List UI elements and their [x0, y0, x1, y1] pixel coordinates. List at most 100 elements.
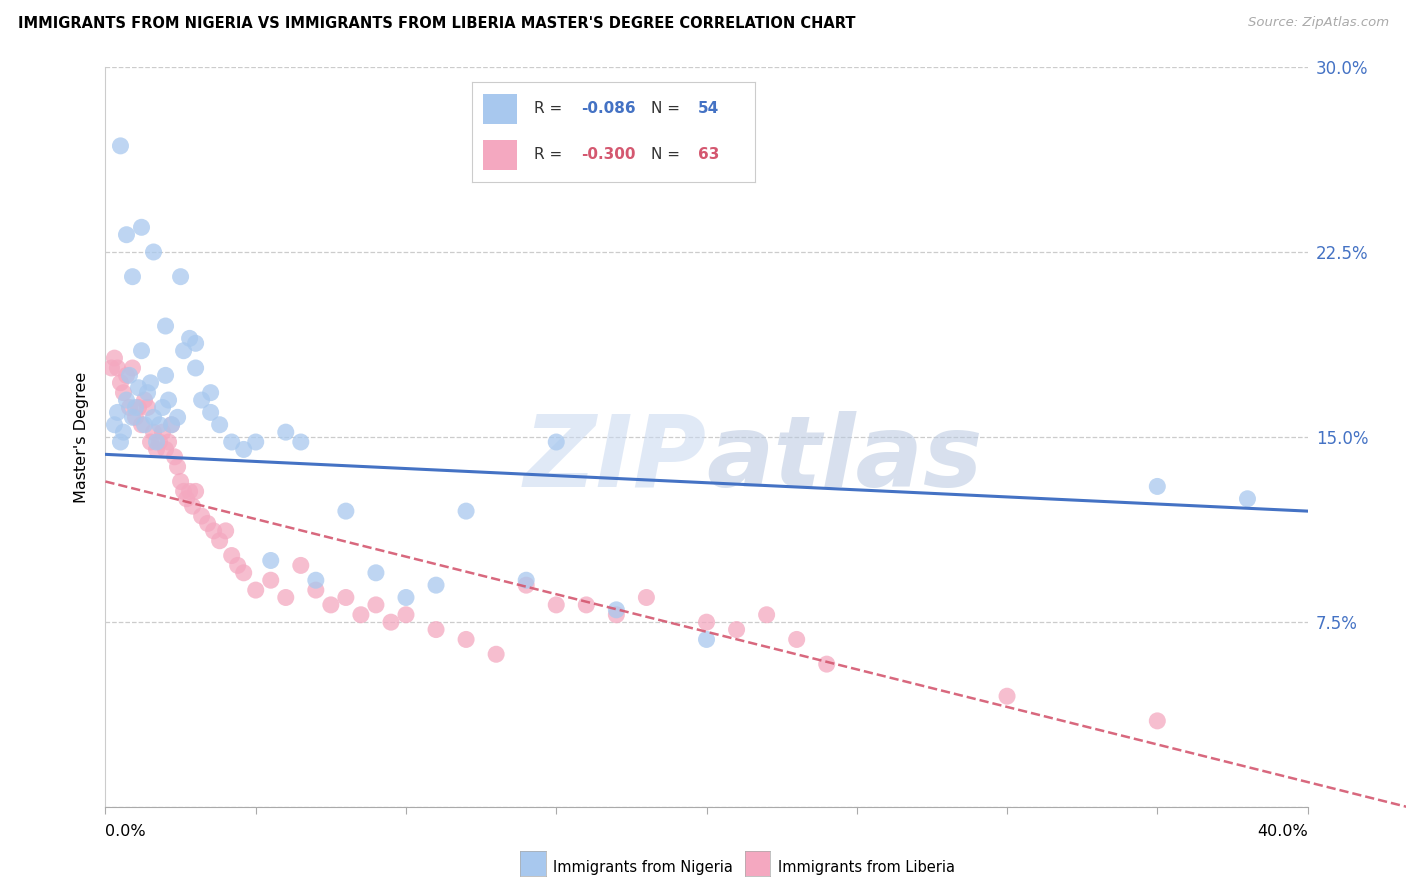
Point — [160, 417, 183, 432]
Point — [815, 657, 838, 672]
Point — [197, 516, 219, 531]
Point — [184, 361, 207, 376]
Point — [115, 368, 138, 383]
Point — [173, 343, 195, 358]
Point — [425, 623, 447, 637]
Point — [163, 450, 186, 464]
Point — [110, 376, 132, 390]
Point — [395, 607, 418, 622]
Point — [160, 417, 183, 432]
Point — [118, 368, 141, 383]
Point — [181, 499, 204, 513]
Point — [190, 509, 212, 524]
Point — [380, 615, 402, 630]
Text: ZIP: ZIP — [523, 411, 707, 508]
Point — [200, 385, 222, 400]
Point — [152, 401, 174, 415]
Text: Immigrants from Nigeria: Immigrants from Nigeria — [553, 860, 733, 874]
Point — [515, 578, 537, 592]
Point — [274, 425, 297, 439]
Point — [112, 385, 135, 400]
Point — [1236, 491, 1258, 506]
Point — [157, 435, 180, 450]
Point — [755, 607, 778, 622]
Point — [200, 405, 222, 419]
Text: 0.0%: 0.0% — [105, 823, 146, 838]
Point — [184, 484, 207, 499]
Point — [152, 425, 174, 439]
Point — [173, 484, 195, 499]
Point — [221, 549, 243, 563]
Point — [696, 632, 718, 647]
Point — [454, 504, 477, 518]
Point — [148, 417, 170, 432]
Point — [605, 603, 627, 617]
Point — [190, 393, 212, 408]
Point — [226, 558, 249, 573]
Point — [121, 410, 143, 425]
Point — [305, 573, 328, 587]
Point — [202, 524, 225, 538]
Point — [245, 583, 267, 598]
Point — [725, 623, 748, 637]
Point — [184, 336, 207, 351]
Point — [605, 607, 627, 622]
Point — [124, 401, 146, 415]
Point — [335, 591, 357, 605]
Point — [395, 591, 418, 605]
Point — [121, 269, 143, 284]
Text: atlas: atlas — [707, 411, 983, 508]
Point — [166, 410, 188, 425]
Point — [128, 381, 150, 395]
Point — [454, 632, 477, 647]
Point — [546, 598, 568, 612]
Point — [319, 598, 342, 612]
Point — [103, 351, 125, 365]
Point — [155, 442, 177, 457]
Point — [128, 401, 150, 415]
Point — [575, 598, 598, 612]
Point — [100, 361, 122, 376]
Y-axis label: Master's Degree: Master's Degree — [75, 371, 90, 503]
Point — [176, 491, 198, 506]
Point — [1146, 479, 1168, 493]
Point — [786, 632, 808, 647]
Point — [221, 435, 243, 450]
Text: 40.0%: 40.0% — [1257, 823, 1308, 838]
Point — [305, 583, 328, 598]
Point — [425, 578, 447, 592]
Point — [107, 405, 129, 419]
Point — [350, 607, 373, 622]
Point — [232, 442, 254, 457]
Point — [232, 566, 254, 580]
Point — [148, 435, 170, 450]
Point — [145, 435, 167, 450]
Point — [139, 376, 162, 390]
Point — [136, 385, 159, 400]
Point — [260, 573, 283, 587]
Point — [364, 566, 387, 580]
Text: Source: ZipAtlas.com: Source: ZipAtlas.com — [1249, 16, 1389, 29]
Point — [169, 475, 191, 489]
Point — [107, 361, 129, 376]
Point — [131, 417, 153, 432]
Point — [136, 401, 159, 415]
Point — [142, 410, 165, 425]
Point — [208, 533, 231, 548]
Point — [155, 368, 177, 383]
Point — [157, 393, 180, 408]
Point — [696, 615, 718, 630]
Point — [155, 319, 177, 334]
Point — [290, 558, 312, 573]
Point — [115, 393, 138, 408]
Point — [208, 417, 231, 432]
Point — [335, 504, 357, 518]
Point — [134, 417, 156, 432]
Point — [636, 591, 658, 605]
Point — [245, 435, 267, 450]
Point — [179, 484, 201, 499]
Text: Immigrants from Liberia: Immigrants from Liberia — [778, 860, 955, 874]
Point — [169, 269, 191, 284]
Point — [214, 524, 236, 538]
Point — [515, 573, 537, 587]
